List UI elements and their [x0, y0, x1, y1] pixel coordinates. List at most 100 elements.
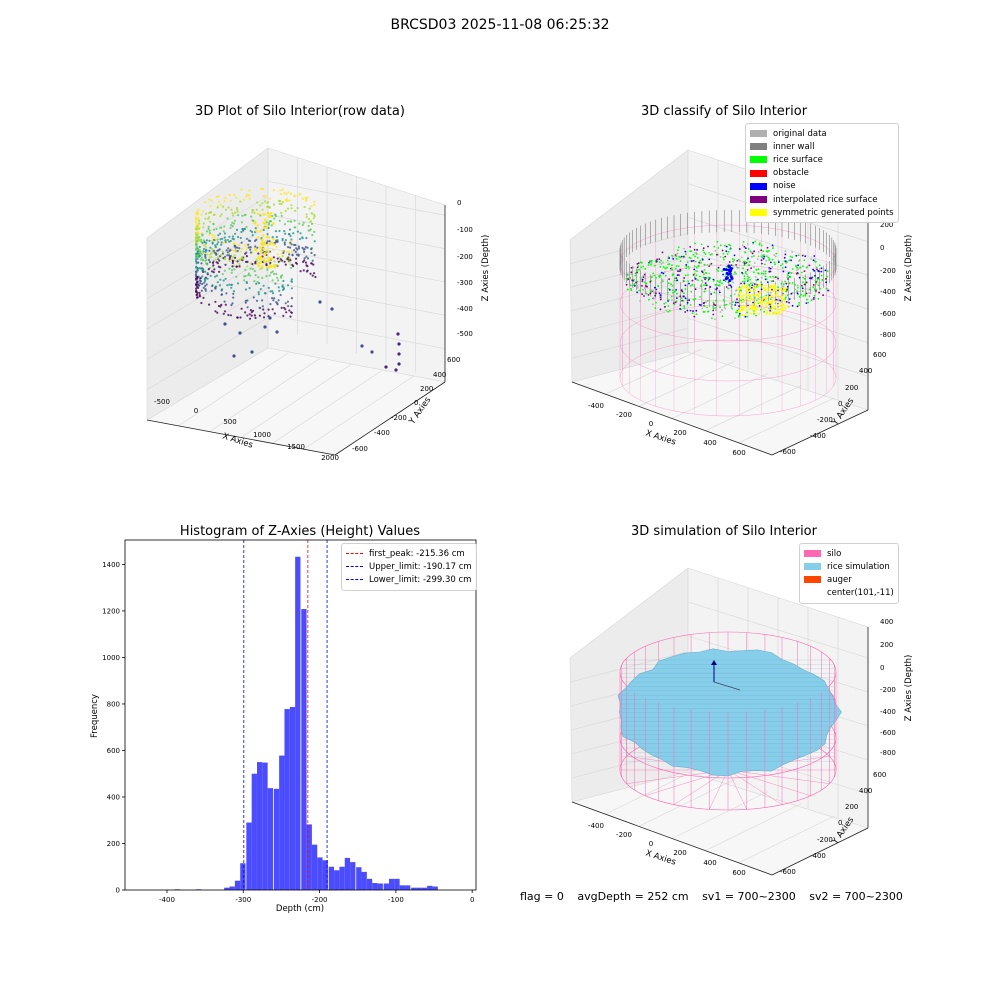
symmetric-point [765, 296, 768, 300]
class-point [783, 260, 786, 263]
data-point [227, 252, 231, 255]
z-tick-label: -400 [457, 305, 473, 313]
class-point [675, 289, 677, 291]
class-point [676, 252, 679, 255]
data-point [294, 226, 297, 229]
class-point [765, 294, 768, 297]
data-point [230, 283, 233, 286]
class-point [803, 270, 806, 272]
data-point [272, 248, 275, 251]
data-point [255, 229, 258, 233]
legend-line [346, 566, 363, 568]
data-point [299, 232, 302, 235]
grid-line [705, 385, 802, 431]
y-tick-label: -200 [817, 836, 833, 844]
data-point [232, 290, 235, 293]
class-point [772, 275, 774, 278]
data-point [195, 287, 198, 290]
data-point [205, 258, 208, 261]
class-point [728, 261, 731, 263]
class-point [765, 255, 768, 257]
class-point [644, 268, 647, 270]
class-point [743, 280, 746, 283]
data-point [267, 286, 270, 289]
class-point [632, 266, 635, 269]
class-point [677, 265, 680, 268]
class-point [681, 299, 684, 302]
class-point [802, 265, 804, 267]
class-point [744, 272, 747, 274]
histogram-title: Histogram of Z-Axies (Height) Values [179, 524, 421, 539]
data-point [302, 221, 305, 224]
data-point [286, 257, 289, 260]
class-point [712, 309, 715, 312]
data-point [249, 239, 252, 243]
data-point [208, 249, 211, 252]
data-point [261, 208, 264, 211]
data-point [261, 265, 264, 268]
class-point [632, 284, 635, 286]
symmetric-point [756, 298, 759, 301]
class-point [682, 299, 685, 302]
class-point [679, 304, 682, 306]
data-point [254, 274, 257, 277]
data-point [224, 303, 227, 306]
class-point [791, 256, 794, 259]
class-point [797, 287, 799, 289]
class-point [636, 271, 638, 274]
histogram-bar [284, 709, 290, 890]
class-point [659, 265, 662, 268]
legend-swatch [750, 156, 767, 164]
class-point [774, 276, 777, 278]
class-point [703, 251, 706, 254]
class-point [683, 255, 685, 258]
class-point [653, 264, 656, 267]
class-point [763, 254, 766, 256]
data-point [270, 257, 274, 260]
symmetric-point [778, 288, 781, 291]
data-point [200, 289, 203, 292]
class-point [794, 283, 796, 286]
data-point [231, 212, 234, 215]
class-point [812, 284, 815, 286]
class-point [741, 271, 743, 274]
class-point [708, 252, 710, 254]
data-point [271, 279, 274, 282]
class-point [717, 247, 720, 249]
data-point [298, 193, 301, 196]
class-point [798, 276, 801, 279]
class-point [744, 247, 747, 250]
class-point [725, 303, 728, 306]
class-point [812, 268, 814, 271]
data-point [247, 246, 250, 249]
data-point [219, 278, 222, 281]
symmetric-point [738, 287, 741, 290]
class-point [743, 282, 746, 285]
data-point [266, 240, 269, 243]
data-point [241, 214, 244, 217]
data-point [285, 311, 288, 314]
class-point [693, 276, 696, 279]
class-point [719, 279, 722, 282]
data-point [207, 268, 210, 271]
data-point [274, 230, 278, 233]
class-point [734, 317, 736, 320]
data-point [281, 285, 284, 288]
class-point [754, 276, 757, 278]
class-point [683, 295, 685, 298]
class-point [804, 255, 807, 258]
data-point [200, 256, 203, 259]
data-point [275, 235, 278, 239]
class-point [679, 295, 682, 298]
data-point [291, 253, 294, 256]
data-point [211, 233, 214, 236]
symmetric-point [780, 288, 783, 291]
data-point [246, 299, 249, 302]
data-point [273, 272, 276, 276]
class-point [704, 282, 707, 284]
histogram-bar [257, 762, 263, 890]
class-point [634, 272, 637, 275]
class-point [659, 308, 662, 311]
class-point [769, 305, 772, 308]
data-point [275, 240, 278, 244]
